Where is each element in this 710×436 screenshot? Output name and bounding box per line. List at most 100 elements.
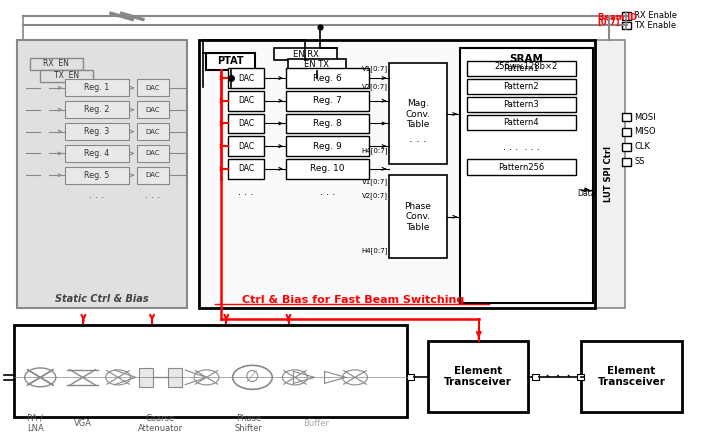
FancyBboxPatch shape bbox=[623, 143, 630, 151]
FancyBboxPatch shape bbox=[285, 68, 369, 88]
Text: PTAT: PTAT bbox=[217, 56, 244, 66]
Text: Phase
Shifter: Phase Shifter bbox=[235, 414, 263, 433]
Text: SRAM: SRAM bbox=[509, 54, 543, 64]
FancyBboxPatch shape bbox=[288, 59, 346, 71]
Text: Ctrl & Bias for Fast Beam Switching: Ctrl & Bias for Fast Beam Switching bbox=[241, 295, 464, 305]
Text: Pattern2: Pattern2 bbox=[503, 82, 539, 91]
Text: RX Enable: RX Enable bbox=[634, 11, 677, 20]
Text: Reg. 1: Reg. 1 bbox=[84, 83, 109, 92]
FancyBboxPatch shape bbox=[593, 40, 626, 307]
Text: Pattern256: Pattern256 bbox=[498, 163, 545, 172]
FancyBboxPatch shape bbox=[137, 79, 169, 96]
FancyBboxPatch shape bbox=[285, 91, 369, 111]
FancyBboxPatch shape bbox=[273, 48, 337, 61]
FancyBboxPatch shape bbox=[285, 114, 369, 133]
Text: V1[0:7]: V1[0:7] bbox=[362, 65, 388, 72]
FancyBboxPatch shape bbox=[40, 70, 93, 82]
FancyBboxPatch shape bbox=[65, 123, 129, 140]
Text: V1[0:7]: V1[0:7] bbox=[362, 178, 388, 184]
FancyBboxPatch shape bbox=[137, 123, 169, 140]
FancyBboxPatch shape bbox=[228, 136, 265, 156]
Text: Data: Data bbox=[578, 189, 596, 198]
FancyBboxPatch shape bbox=[65, 79, 129, 96]
FancyBboxPatch shape bbox=[137, 145, 169, 162]
FancyBboxPatch shape bbox=[459, 48, 593, 303]
Text: [0:7]: [0:7] bbox=[598, 18, 621, 27]
FancyBboxPatch shape bbox=[623, 113, 630, 121]
FancyBboxPatch shape bbox=[139, 368, 153, 387]
Text: 256w×128b×2: 256w×128b×2 bbox=[495, 62, 558, 72]
Text: SS: SS bbox=[634, 157, 645, 167]
Text: Reg. 6: Reg. 6 bbox=[313, 74, 342, 82]
Text: EN TX: EN TX bbox=[305, 60, 329, 69]
Text: LUT SPI Ctrl: LUT SPI Ctrl bbox=[604, 146, 613, 201]
Text: V2[0:7]: V2[0:7] bbox=[362, 192, 388, 199]
FancyBboxPatch shape bbox=[389, 64, 447, 164]
FancyBboxPatch shape bbox=[466, 97, 577, 112]
Text: DAC: DAC bbox=[146, 172, 160, 178]
Text: ∅: ∅ bbox=[245, 368, 260, 386]
Text: . . .: . . . bbox=[146, 190, 160, 200]
Text: Static Ctrl & Bias: Static Ctrl & Bias bbox=[55, 294, 148, 304]
FancyBboxPatch shape bbox=[389, 175, 447, 258]
FancyBboxPatch shape bbox=[581, 341, 682, 412]
FancyBboxPatch shape bbox=[623, 128, 630, 136]
FancyBboxPatch shape bbox=[623, 21, 630, 29]
Text: Reg. 7: Reg. 7 bbox=[313, 96, 342, 105]
Text: Reg. 5: Reg. 5 bbox=[84, 171, 109, 180]
FancyBboxPatch shape bbox=[466, 61, 577, 76]
Text: · · ·: · · · bbox=[545, 368, 571, 386]
Text: Reg. 10: Reg. 10 bbox=[310, 164, 344, 174]
Text: DAC: DAC bbox=[238, 74, 254, 82]
Text: PA /
LNA: PA / LNA bbox=[27, 414, 44, 433]
FancyBboxPatch shape bbox=[200, 40, 596, 307]
Text: VGA: VGA bbox=[74, 419, 92, 428]
Text: Reg. 4: Reg. 4 bbox=[84, 149, 109, 158]
FancyBboxPatch shape bbox=[466, 115, 577, 130]
FancyBboxPatch shape bbox=[228, 91, 265, 111]
Text: DAC: DAC bbox=[146, 85, 160, 91]
Text: Reg. 9: Reg. 9 bbox=[313, 142, 342, 150]
Text: Element
Transceiver: Element Transceiver bbox=[444, 366, 512, 387]
Text: Reg. 2: Reg. 2 bbox=[84, 105, 109, 114]
FancyBboxPatch shape bbox=[577, 375, 584, 380]
Text: . . .: . . . bbox=[89, 190, 104, 200]
Text: TX  EN: TX EN bbox=[54, 72, 79, 80]
FancyBboxPatch shape bbox=[65, 101, 129, 118]
FancyBboxPatch shape bbox=[623, 12, 630, 20]
Text: DAC: DAC bbox=[238, 96, 254, 105]
Text: Phase
Conv.
Table: Phase Conv. Table bbox=[405, 202, 432, 232]
Text: CLK: CLK bbox=[634, 143, 650, 151]
Text: Beam ID: Beam ID bbox=[598, 13, 637, 22]
Text: DAC: DAC bbox=[238, 164, 254, 174]
Text: Element
Transceiver: Element Transceiver bbox=[598, 366, 665, 387]
Text: Coarse
Attenuator: Coarse Attenuator bbox=[138, 414, 183, 433]
FancyBboxPatch shape bbox=[17, 40, 187, 307]
Text: H4[0:7]: H4[0:7] bbox=[361, 247, 388, 254]
FancyBboxPatch shape bbox=[532, 375, 539, 380]
Text: DAC: DAC bbox=[146, 150, 160, 157]
FancyBboxPatch shape bbox=[207, 53, 255, 70]
FancyBboxPatch shape bbox=[30, 58, 83, 70]
Text: MOSI: MOSI bbox=[634, 112, 656, 122]
Text: MISO: MISO bbox=[634, 127, 656, 136]
FancyBboxPatch shape bbox=[65, 167, 129, 184]
Text: DAC: DAC bbox=[238, 142, 254, 150]
FancyBboxPatch shape bbox=[137, 167, 169, 184]
FancyBboxPatch shape bbox=[137, 101, 169, 118]
Text: H4[0:7]: H4[0:7] bbox=[361, 147, 388, 154]
FancyBboxPatch shape bbox=[14, 325, 407, 417]
Text: . . .: . . . bbox=[409, 134, 427, 144]
Text: Buffer: Buffer bbox=[303, 419, 329, 428]
FancyBboxPatch shape bbox=[228, 159, 265, 179]
FancyBboxPatch shape bbox=[428, 341, 528, 412]
Text: TX Enable: TX Enable bbox=[634, 21, 677, 30]
Text: DAC: DAC bbox=[146, 129, 160, 135]
Text: Reg. 8: Reg. 8 bbox=[313, 119, 342, 128]
FancyBboxPatch shape bbox=[228, 68, 265, 88]
FancyBboxPatch shape bbox=[623, 158, 630, 166]
Text: Reg. 3: Reg. 3 bbox=[84, 127, 109, 136]
Text: RX  EN: RX EN bbox=[43, 59, 69, 68]
Text: . . .  . . .: . . . . . . bbox=[503, 142, 540, 152]
Text: Pattern4: Pattern4 bbox=[503, 118, 539, 127]
